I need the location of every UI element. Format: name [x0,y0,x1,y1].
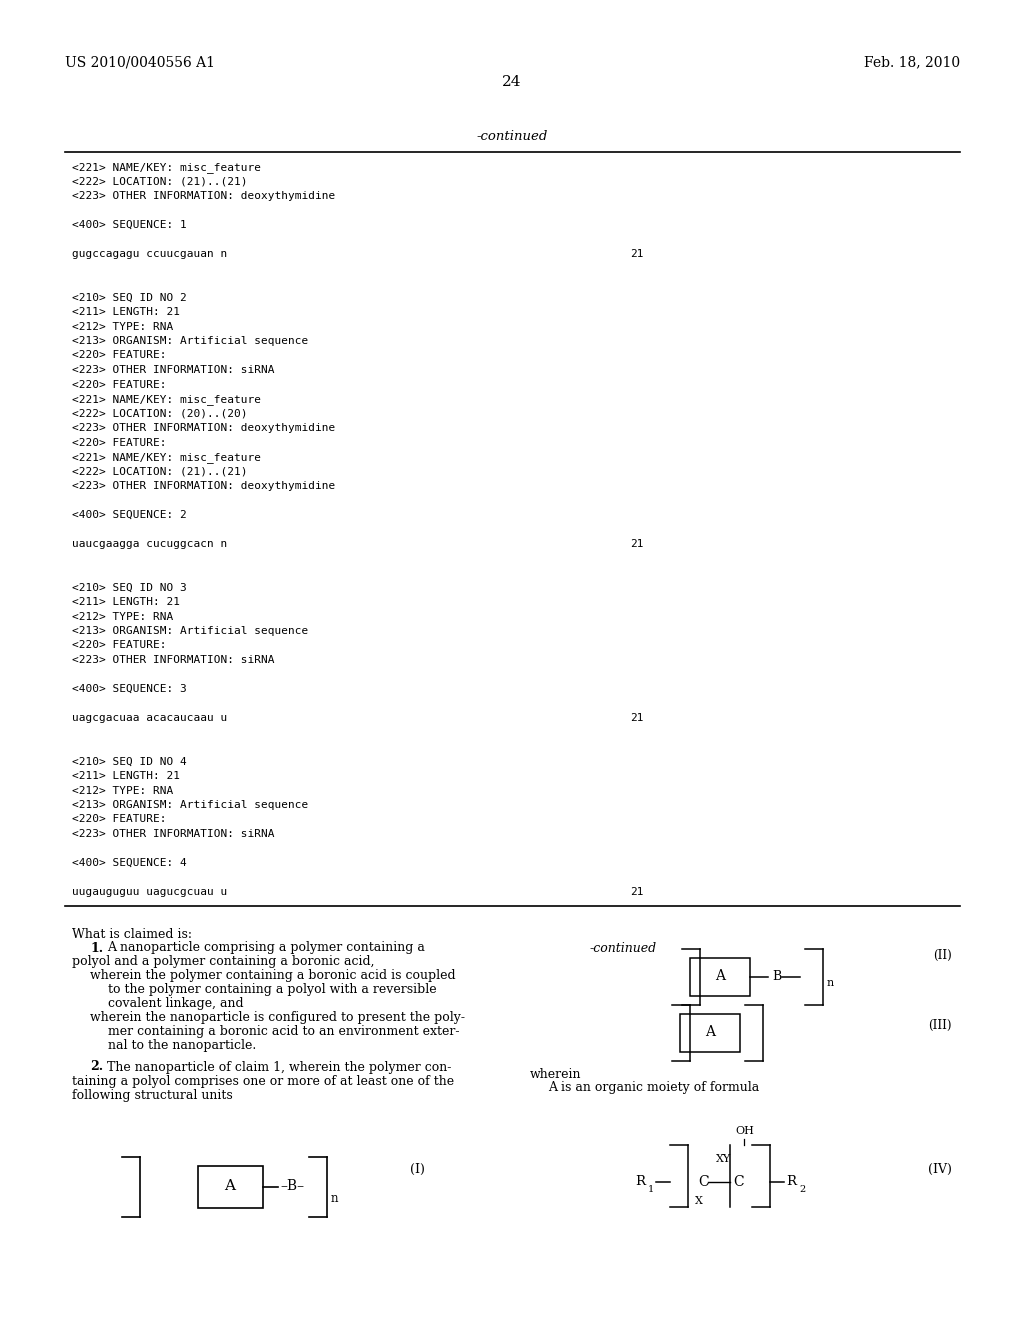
Text: A: A [715,969,725,983]
Text: <221> NAME/KEY: misc_feature: <221> NAME/KEY: misc_feature [72,451,261,463]
Text: <223> OTHER INFORMATION: deoxythymidine: <223> OTHER INFORMATION: deoxythymidine [72,480,335,491]
Text: What is claimed is:: What is claimed is: [72,928,193,940]
FancyBboxPatch shape [680,1014,740,1052]
Text: <212> TYPE: RNA: <212> TYPE: RNA [72,322,173,331]
Text: covalent linkage, and: covalent linkage, and [108,998,244,1011]
Text: <221> NAME/KEY: misc_feature: <221> NAME/KEY: misc_feature [72,393,261,405]
Text: (III): (III) [929,1019,952,1031]
Text: <222> LOCATION: (20)..(20): <222> LOCATION: (20)..(20) [72,408,248,418]
Text: wherein the polymer containing a boronic acid is coupled: wherein the polymer containing a boronic… [90,969,456,982]
Text: <222> LOCATION: (21)..(21): <222> LOCATION: (21)..(21) [72,177,248,186]
Text: 21: 21 [630,539,643,549]
Text: taining a polyol comprises one or more of at least one of the: taining a polyol comprises one or more o… [72,1074,454,1088]
Text: <222> LOCATION: (21)..(21): <222> LOCATION: (21)..(21) [72,466,248,477]
Text: R: R [786,1175,796,1188]
Text: R: R [635,1175,645,1188]
Text: 21: 21 [630,249,643,259]
Text: 1: 1 [648,1185,654,1195]
Text: 1.: 1. [90,941,103,954]
Text: A: A [705,1026,715,1040]
Text: nal to the nanoparticle.: nal to the nanoparticle. [108,1040,256,1052]
Text: –B–: –B– [281,1180,304,1193]
Text: <400> SEQUENCE: 4: <400> SEQUENCE: 4 [72,858,186,869]
Text: <223> OTHER INFORMATION: deoxythymidine: <223> OTHER INFORMATION: deoxythymidine [72,191,335,201]
Text: (IV): (IV) [928,1163,952,1176]
Text: <223> OTHER INFORMATION: siRNA: <223> OTHER INFORMATION: siRNA [72,366,274,375]
Text: <220> FEATURE:: <220> FEATURE: [72,814,167,825]
Text: <211> LENGTH: 21: <211> LENGTH: 21 [72,308,180,317]
Text: <210> SEQ ID NO 4: <210> SEQ ID NO 4 [72,756,186,767]
Text: to the polymer containing a polyol with a reversible: to the polymer containing a polyol with … [108,983,436,997]
Text: C: C [733,1175,743,1188]
Text: <221> NAME/KEY: misc_feature: <221> NAME/KEY: misc_feature [72,162,261,173]
Text: uaucgaagga cucuggcacn n: uaucgaagga cucuggcacn n [72,539,227,549]
Text: <223> OTHER INFORMATION: deoxythymidine: <223> OTHER INFORMATION: deoxythymidine [72,422,335,433]
Text: <400> SEQUENCE: 1: <400> SEQUENCE: 1 [72,220,186,230]
Text: <213> ORGANISM: Artificial sequence: <213> ORGANISM: Artificial sequence [72,800,308,810]
Text: <210> SEQ ID NO 3: <210> SEQ ID NO 3 [72,582,186,593]
Text: <223> OTHER INFORMATION: siRNA: <223> OTHER INFORMATION: siRNA [72,829,274,840]
Text: <400> SEQUENCE: 3: <400> SEQUENCE: 3 [72,684,186,694]
Text: A is an organic moiety of formula: A is an organic moiety of formula [548,1081,759,1094]
Text: <223> OTHER INFORMATION: siRNA: <223> OTHER INFORMATION: siRNA [72,655,274,665]
Text: polyol and a polymer containing a boronic acid,: polyol and a polymer containing a boroni… [72,956,375,969]
Text: B: B [772,970,781,983]
Text: following structural units: following structural units [72,1089,232,1101]
Text: wherein the nanoparticle is configured to present the poly-: wherein the nanoparticle is configured t… [90,1011,465,1024]
Text: 21: 21 [630,713,643,723]
Text: Feb. 18, 2010: Feb. 18, 2010 [864,55,961,69]
Text: <211> LENGTH: 21: <211> LENGTH: 21 [72,597,180,607]
Text: <212> TYPE: RNA: <212> TYPE: RNA [72,611,173,622]
FancyBboxPatch shape [198,1166,262,1208]
Text: <211> LENGTH: 21: <211> LENGTH: 21 [72,771,180,781]
Text: <220> FEATURE:: <220> FEATURE: [72,351,167,360]
FancyBboxPatch shape [690,957,750,995]
Text: -continued: -continued [476,129,548,143]
Text: 21: 21 [630,887,643,898]
Text: <212> TYPE: RNA: <212> TYPE: RNA [72,785,173,796]
Text: C: C [698,1175,709,1188]
Text: n: n [331,1192,338,1204]
Text: mer containing a boronic acid to an environment exter-: mer containing a boronic acid to an envi… [108,1026,460,1039]
Text: US 2010/0040556 A1: US 2010/0040556 A1 [65,55,215,69]
Text: <220> FEATURE:: <220> FEATURE: [72,380,167,389]
Text: OH: OH [735,1126,754,1137]
Text: 24: 24 [502,75,522,88]
Text: 2.: 2. [90,1060,103,1073]
Text: (I): (I) [410,1163,425,1176]
Text: The nanoparticle of claim 1, wherein the polymer con-: The nanoparticle of claim 1, wherein the… [106,1060,452,1073]
Text: <213> ORGANISM: Artificial sequence: <213> ORGANISM: Artificial sequence [72,626,308,636]
Text: (II): (II) [933,949,952,961]
Text: A: A [224,1180,236,1193]
Text: X: X [695,1196,702,1205]
Text: uagcgacuaa acacaucaau u: uagcgacuaa acacaucaau u [72,713,227,723]
Text: <210> SEQ ID NO 2: <210> SEQ ID NO 2 [72,293,186,302]
Text: uugauguguu uagucgcuau u: uugauguguu uagucgcuau u [72,887,227,898]
Text: XY: XY [716,1154,731,1163]
Text: 2: 2 [799,1185,805,1195]
Text: <213> ORGANISM: Artificial sequence: <213> ORGANISM: Artificial sequence [72,337,308,346]
Text: wherein: wherein [530,1068,582,1081]
Text: n: n [827,978,835,989]
Text: -continued: -continued [590,941,657,954]
Text: <400> SEQUENCE: 2: <400> SEQUENCE: 2 [72,510,186,520]
Text: <220> FEATURE:: <220> FEATURE: [72,437,167,447]
Text: A nanoparticle comprising a polymer containing a: A nanoparticle comprising a polymer cont… [106,941,425,954]
Text: <220> FEATURE:: <220> FEATURE: [72,640,167,651]
Text: gugccagagu ccuucgauan n: gugccagagu ccuucgauan n [72,249,227,259]
